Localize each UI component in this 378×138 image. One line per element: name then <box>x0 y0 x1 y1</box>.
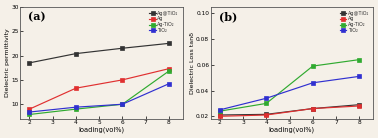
Line: Ag@TiO₂: Ag@TiO₂ <box>28 42 170 64</box>
Ag <box>310 108 315 109</box>
Ag@TiO₂ <box>120 47 125 49</box>
Line: TiO₂: TiO₂ <box>218 75 361 111</box>
X-axis label: loading(vol%): loading(vol%) <box>269 127 315 133</box>
Ag <box>74 87 78 89</box>
Line: Ag-TiO₂: Ag-TiO₂ <box>28 70 170 116</box>
Ag-TiO₂ <box>218 110 222 112</box>
Ag-TiO₂ <box>120 103 125 105</box>
TiO₂ <box>218 109 222 111</box>
Ag <box>264 114 269 116</box>
Ag@TiO₂ <box>27 62 32 64</box>
Ag@TiO₂ <box>218 114 222 116</box>
Ag-TiO₂ <box>27 114 32 115</box>
TiO₂ <box>27 111 32 113</box>
TiO₂ <box>357 75 361 77</box>
Line: Ag@TiO₂: Ag@TiO₂ <box>218 103 361 116</box>
Ag <box>120 79 125 81</box>
Text: (a): (a) <box>28 11 46 22</box>
TiO₂ <box>74 106 78 108</box>
Text: (b): (b) <box>219 11 237 22</box>
Ag@TiO₂ <box>167 43 171 44</box>
Y-axis label: Dielectric Loss tanδ: Dielectric Loss tanδ <box>190 32 195 94</box>
Legend: Ag@TiO₂, Ag, Ag-TiO₂, TiO₂: Ag@TiO₂, Ag, Ag-TiO₂, TiO₂ <box>148 9 180 34</box>
Ag@TiO₂ <box>357 104 361 106</box>
Line: Ag: Ag <box>218 104 361 118</box>
X-axis label: loading(vol%): loading(vol%) <box>78 127 124 133</box>
Line: Ag: Ag <box>28 67 170 111</box>
Line: TiO₂: TiO₂ <box>28 82 170 114</box>
Ag@TiO₂ <box>310 108 315 109</box>
Ag-TiO₂ <box>264 103 269 104</box>
Ag@TiO₂ <box>264 114 269 115</box>
Ag@TiO₂ <box>74 53 78 54</box>
TiO₂ <box>167 83 171 85</box>
TiO₂ <box>120 103 125 105</box>
Ag <box>27 108 32 110</box>
Ag <box>167 68 171 70</box>
Ag-TiO₂ <box>167 70 171 72</box>
Y-axis label: Dielectric permittivity: Dielectric permittivity <box>5 28 10 97</box>
Line: Ag-TiO₂: Ag-TiO₂ <box>218 58 361 113</box>
Ag <box>218 116 222 117</box>
Ag-TiO₂ <box>357 59 361 60</box>
Ag <box>357 105 361 107</box>
TiO₂ <box>310 82 315 84</box>
Ag-TiO₂ <box>310 65 315 67</box>
Legend: Ag@TiO₂, Ag, Ag-TiO₂, TiO₂: Ag@TiO₂, Ag, Ag-TiO₂, TiO₂ <box>338 9 371 34</box>
TiO₂ <box>264 97 269 99</box>
Ag-TiO₂ <box>74 108 78 110</box>
